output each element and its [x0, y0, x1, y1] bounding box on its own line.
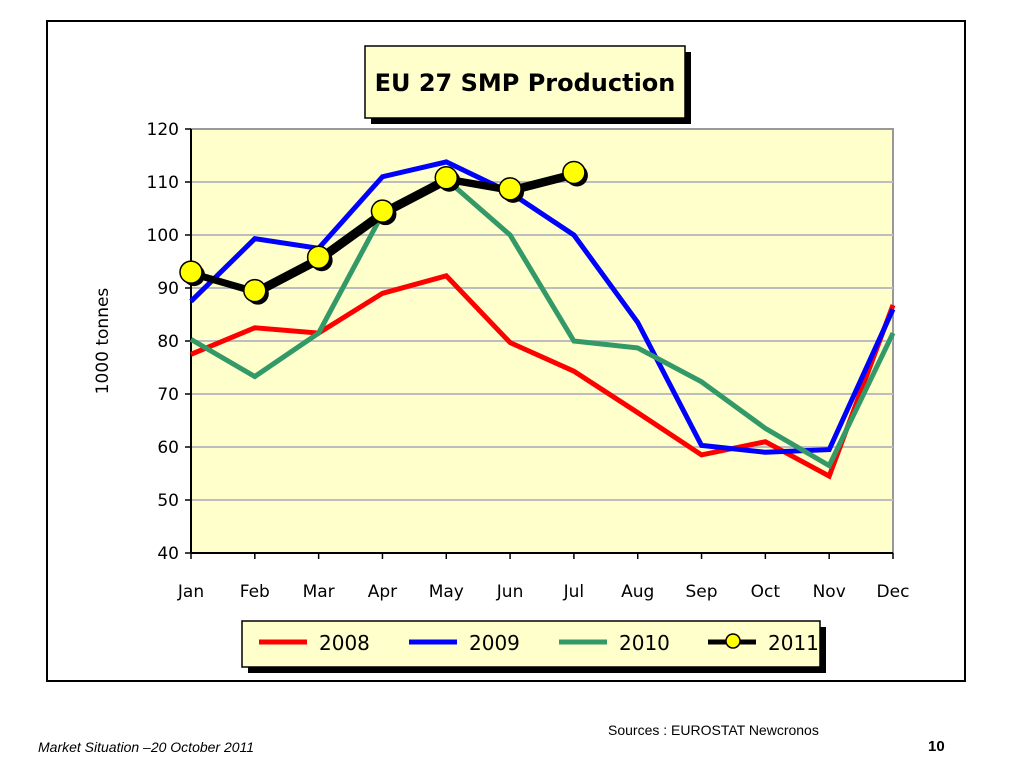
series-2010-line — [189, 176, 896, 470]
x-tick-label: Apr — [368, 582, 397, 602]
y-tick-label: 100 — [147, 226, 179, 246]
x-tick-label: Nov — [813, 582, 846, 602]
title-box — [364, 45, 686, 119]
x-tick-label: Jun — [496, 582, 524, 602]
legend-label-2008: 2008 — [319, 631, 370, 655]
chart-frame: 40 50 60 70 80 90 100 110 120 Jan Feb Mar Apr May Jun J… — [46, 20, 966, 682]
data-point-2011-jul — [562, 160, 586, 185]
x-tick-label: Mar — [303, 582, 335, 602]
legend-label-2010: 2010 — [619, 631, 670, 655]
y-tick-label: 90 — [157, 279, 179, 299]
x-tick-label: Oct — [751, 582, 781, 602]
y-tick-label: 80 — [157, 332, 179, 352]
page-number: 10 — [928, 738, 945, 755]
x-tick-label: Sep — [686, 582, 718, 602]
y-axis-label: 1000 tonnes — [93, 288, 113, 395]
series-2009-line — [189, 159, 896, 455]
y-tick-label: 50 — [157, 491, 179, 511]
y-tick-label: 120 — [147, 120, 179, 140]
footer-source: Sources : EUROSTAT Newcronos — [608, 722, 819, 738]
data-point-2011-may — [434, 166, 459, 190]
x-tick-label: Aug — [621, 582, 654, 602]
x-tick-label: Jan — [177, 582, 204, 602]
data-point-2011-jan — [179, 260, 203, 284]
y-tick-label: 70 — [157, 385, 179, 405]
x-tick-label: Jul — [563, 582, 585, 602]
line-chart: 40 50 60 70 80 90 100 110 120 Jan Feb Mar Apr May Jun J… — [93, 45, 910, 673]
x-tick-label: May — [429, 582, 464, 602]
data-point-2011-apr — [370, 199, 395, 223]
x-tick-label: Feb — [240, 582, 270, 602]
chart-title: EU 27 SMP Production — [375, 69, 676, 97]
legend-marker-2011 — [725, 633, 741, 649]
legend-label-2011: 2011 — [768, 631, 819, 655]
y-tick-label: 60 — [157, 438, 179, 458]
series-2008-line — [190, 272, 896, 480]
footer-presentation-title: Market Situation –20 October 2011 — [38, 739, 255, 755]
data-point-2011-mar — [306, 245, 331, 270]
data-point-2011-feb — [243, 278, 267, 303]
data-point-2011-jun — [498, 177, 522, 201]
x-tick-label: Dec — [877, 582, 910, 602]
y-tick-label: 40 — [157, 544, 179, 564]
y-tick-label: 110 — [147, 173, 179, 193]
legend-label-2009: 2009 — [469, 631, 520, 655]
